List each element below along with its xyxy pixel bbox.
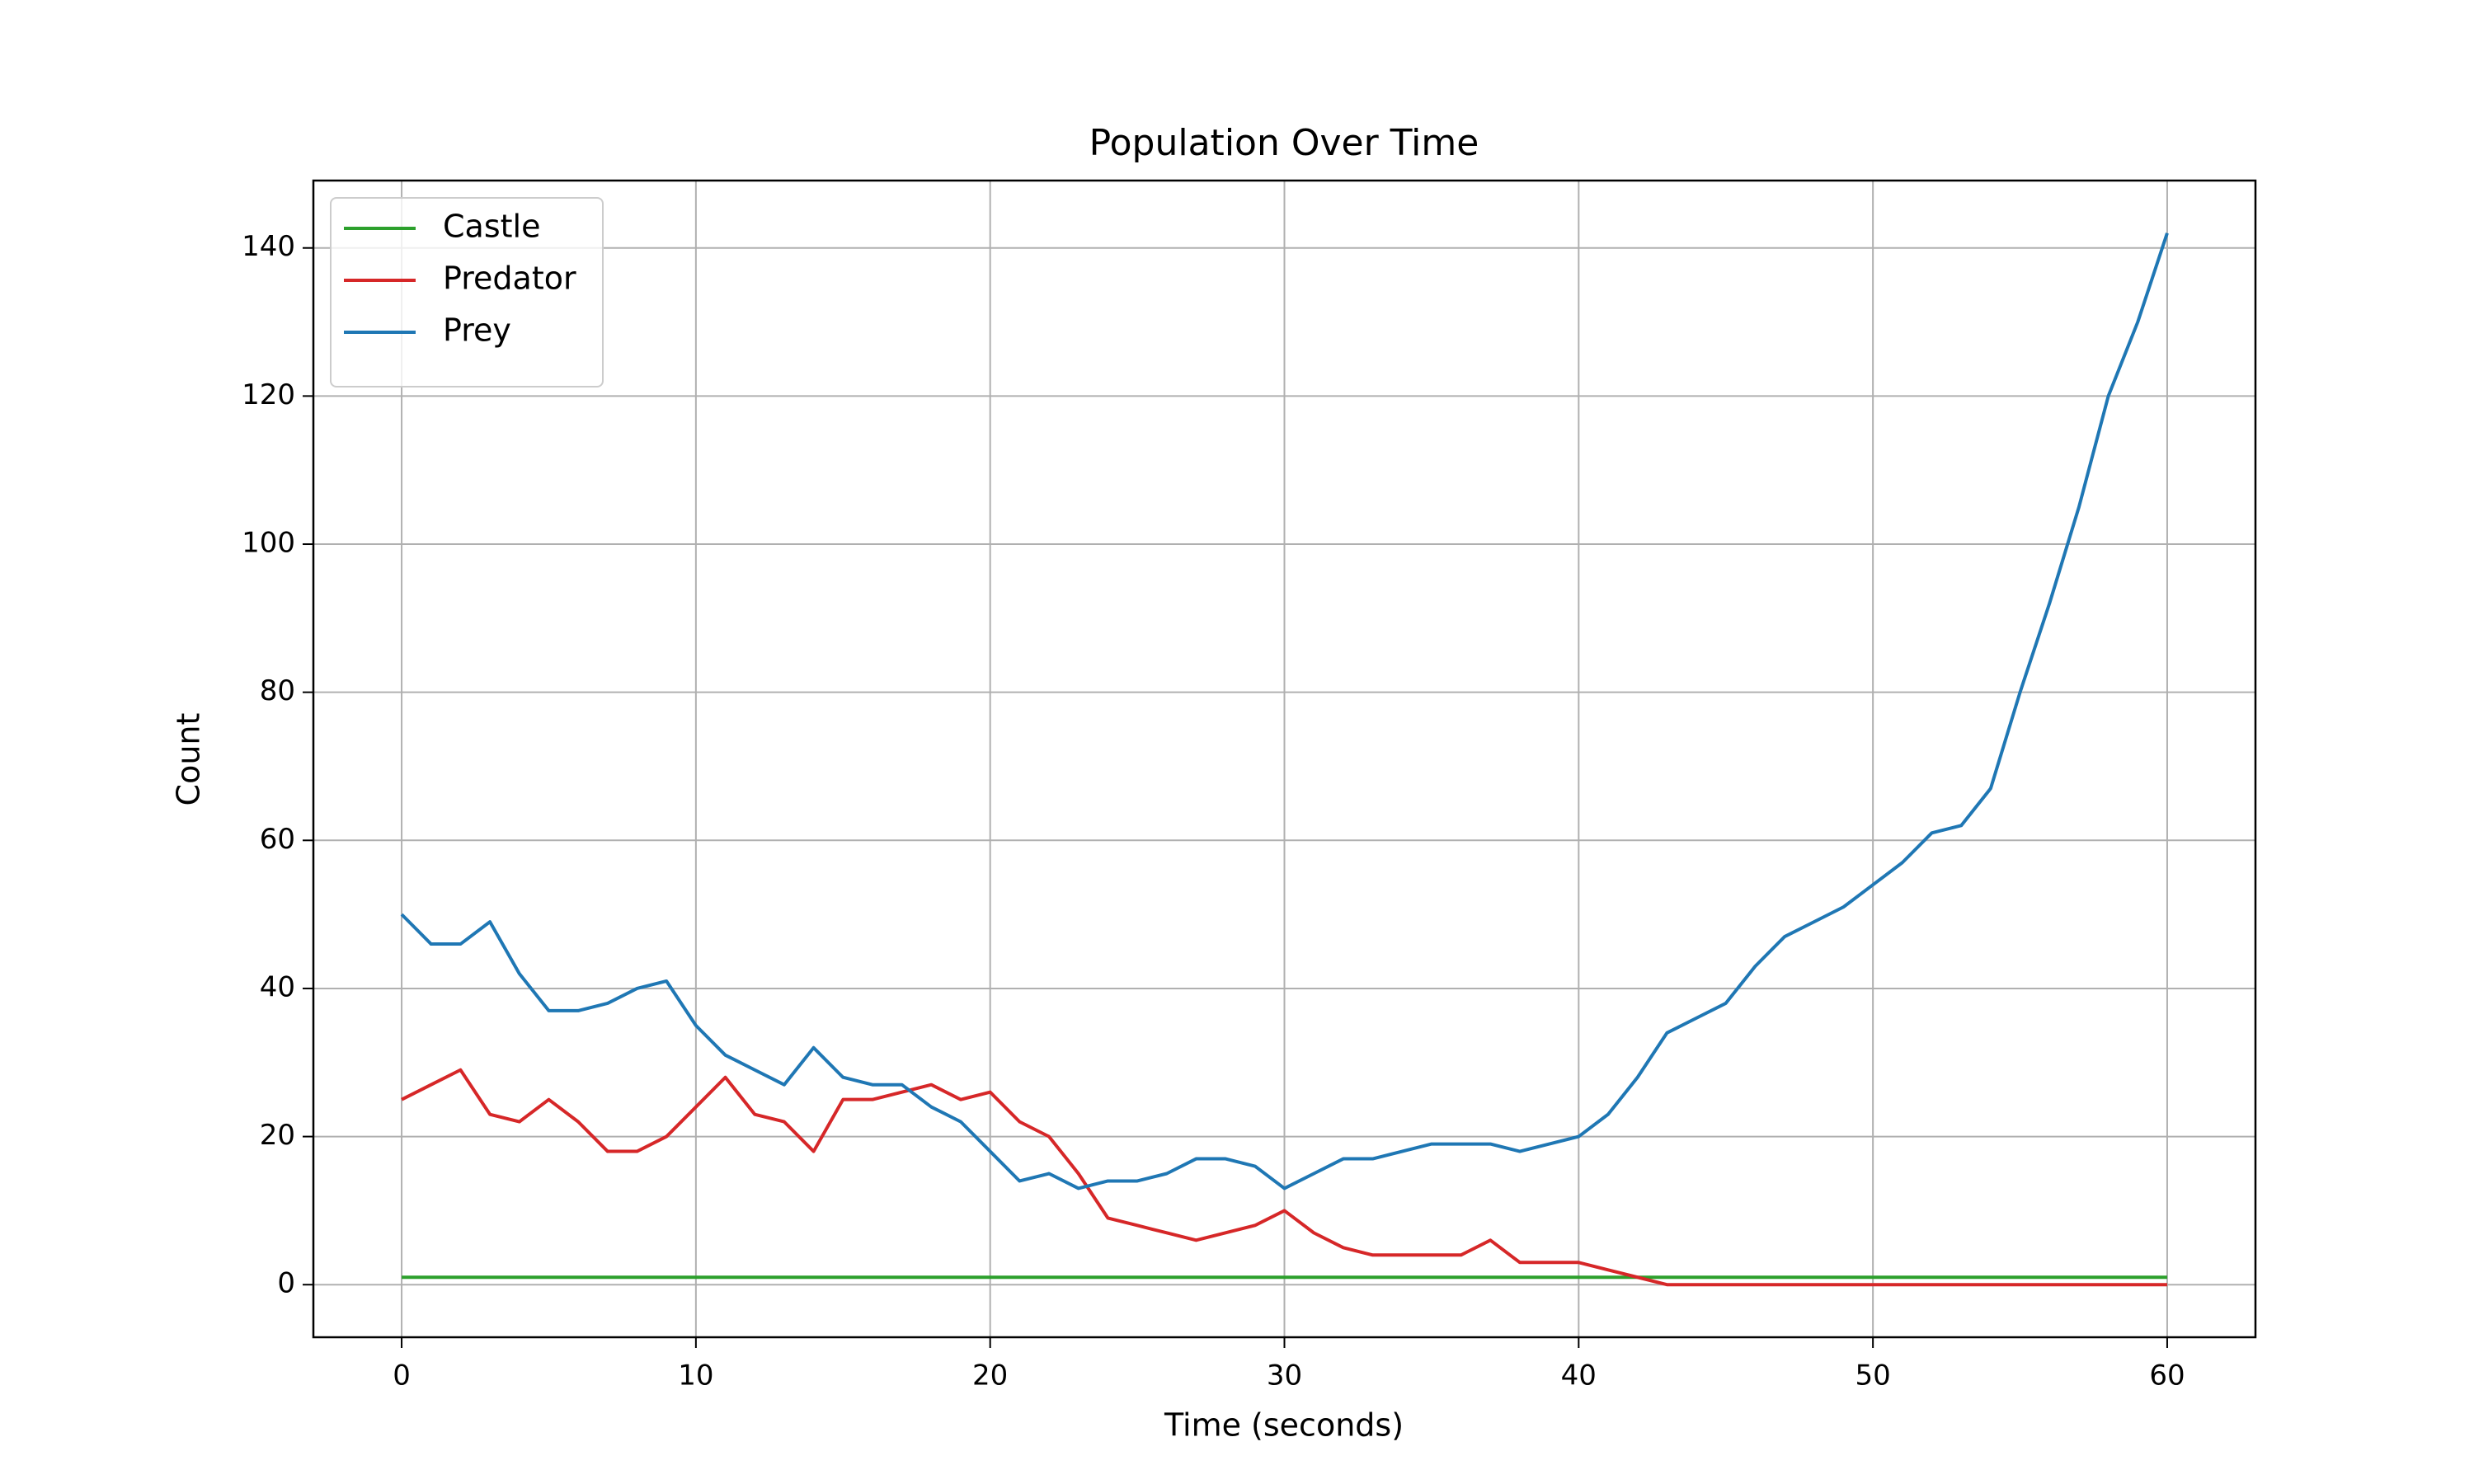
y-tick-label: 60 bbox=[260, 823, 295, 856]
legend-box bbox=[330, 197, 604, 387]
y-tick-label: 80 bbox=[260, 674, 295, 707]
y-tick-label: 20 bbox=[260, 1119, 295, 1152]
x-tick-label: 10 bbox=[678, 1360, 713, 1392]
series-line bbox=[401, 1068, 2167, 1287]
legend: Castle Predator Prey bbox=[330, 197, 604, 387]
axes-frame bbox=[312, 179, 2257, 1339]
y-axis-label: Count bbox=[171, 713, 207, 806]
y-tick-label: 40 bbox=[260, 970, 295, 1003]
legend-label: Castle bbox=[443, 209, 540, 245]
x-tick-label: 40 bbox=[1561, 1360, 1597, 1392]
y-tick-label: 140 bbox=[242, 230, 295, 263]
x-tick-label: 0 bbox=[393, 1360, 411, 1392]
y-tick-label: 0 bbox=[277, 1267, 295, 1300]
y-tick-label: 100 bbox=[242, 527, 295, 560]
x-tick-label: 50 bbox=[1856, 1360, 1891, 1392]
x-tick-label: 30 bbox=[1267, 1360, 1302, 1392]
x-axis-label: Time (seconds) bbox=[1164, 1407, 1404, 1444]
legend-label: Predator bbox=[443, 261, 576, 297]
x-tick-label: 20 bbox=[972, 1360, 1008, 1392]
x-tick-label: 60 bbox=[2149, 1360, 2185, 1392]
series-line bbox=[400, 232, 2169, 1190]
chart-title: Population Over Time bbox=[1089, 122, 1479, 164]
legend-label: Prey bbox=[443, 312, 511, 349]
y-tick-label: 120 bbox=[242, 378, 295, 411]
